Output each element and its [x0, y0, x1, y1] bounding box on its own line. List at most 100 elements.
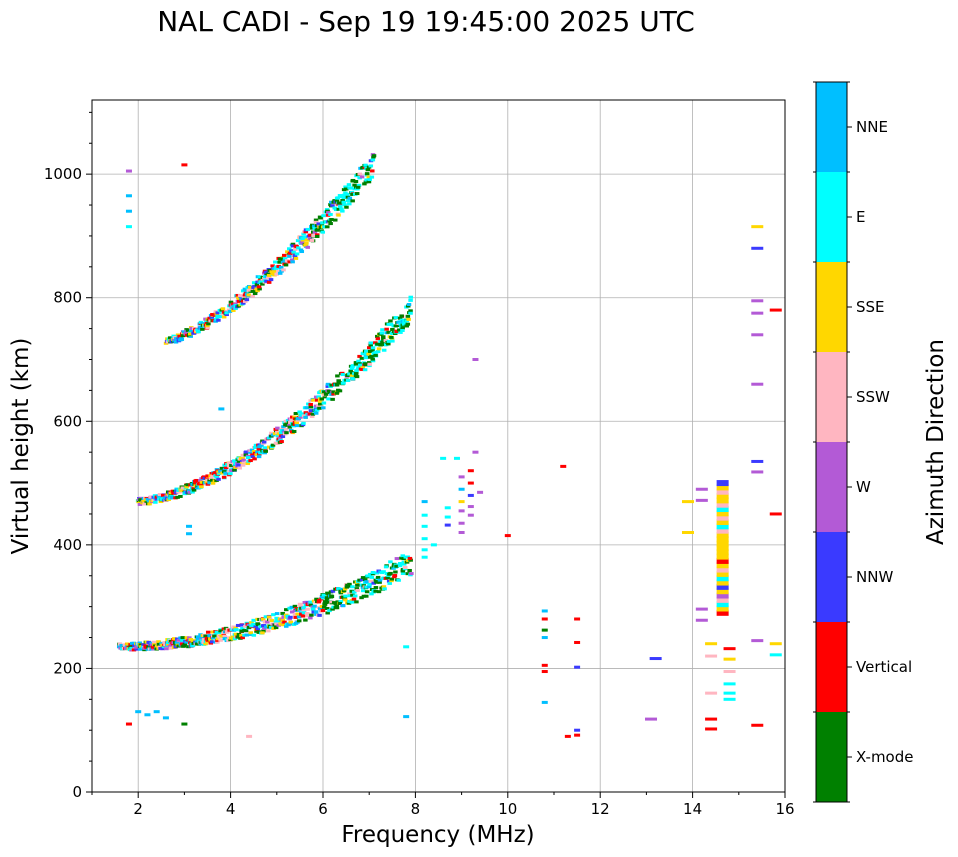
echo-point	[364, 590, 370, 594]
echo-point	[266, 436, 272, 440]
y-tick-label: 600	[53, 412, 82, 430]
echo-point	[458, 475, 465, 479]
echo-point	[317, 402, 323, 406]
echo-point	[285, 614, 290, 618]
echo-point	[285, 250, 290, 254]
echo-column-cell	[716, 596, 729, 603]
echo-point	[229, 463, 234, 467]
echo-point	[467, 481, 474, 485]
echo-point	[351, 597, 357, 601]
echo-point	[359, 356, 365, 360]
echo-point	[560, 464, 567, 468]
echo-point	[386, 330, 391, 334]
echo-point	[389, 577, 395, 581]
echo-point	[361, 594, 367, 598]
echo-point	[368, 579, 374, 583]
echo-point	[467, 505, 474, 509]
echo-point	[330, 607, 335, 611]
echo-point	[266, 615, 272, 619]
echo-point	[190, 490, 195, 494]
echo-point	[393, 316, 399, 320]
echo-point	[359, 596, 364, 600]
echo-point	[276, 432, 282, 436]
echo-point	[241, 295, 247, 299]
echo-point	[364, 594, 369, 598]
echo-point	[289, 610, 295, 614]
echo-point	[392, 574, 398, 578]
echo-point	[176, 644, 181, 648]
echo-column-cell	[716, 549, 729, 556]
echo-point	[352, 590, 357, 594]
echo-point	[296, 246, 301, 250]
echo-point	[332, 206, 337, 210]
echo-point	[151, 647, 156, 651]
echo-point	[234, 628, 239, 632]
echo-point	[292, 254, 298, 258]
echo-point	[187, 636, 192, 640]
echo-point	[213, 471, 218, 475]
echo-point	[125, 209, 132, 213]
echo-point	[396, 320, 401, 324]
echo-point	[305, 245, 311, 249]
echo-point	[265, 620, 270, 624]
echo-point	[305, 612, 310, 616]
echo-point	[288, 615, 293, 619]
echo-point	[295, 612, 300, 616]
echo-point	[369, 175, 375, 179]
echo-point	[263, 270, 269, 274]
echo-point	[252, 284, 257, 288]
echo-point	[458, 487, 465, 491]
echo-point	[348, 186, 354, 190]
echo-point	[250, 294, 255, 298]
echo-point	[390, 327, 395, 331]
echo-point	[342, 203, 347, 207]
echo-point	[119, 643, 124, 647]
echo-point	[367, 346, 372, 350]
echo-point	[253, 625, 258, 629]
echo-point	[261, 440, 267, 444]
echo-point	[181, 330, 187, 334]
echo-point	[298, 604, 303, 608]
echo-point	[574, 617, 581, 621]
echo-point	[254, 629, 259, 633]
echo-column-cell	[716, 510, 729, 517]
echo-point	[287, 424, 292, 428]
echo-point	[349, 600, 355, 604]
echo-point	[262, 276, 267, 280]
echo-point	[325, 384, 331, 388]
echo-point	[467, 469, 474, 473]
echo-point	[239, 629, 244, 633]
echo-point	[337, 205, 343, 209]
echo-point	[177, 334, 182, 338]
echo-point	[325, 611, 330, 615]
echo-point	[266, 272, 271, 276]
echo-point	[240, 453, 246, 457]
echo-point	[367, 582, 372, 586]
echo-point	[282, 259, 287, 263]
echo-point	[164, 494, 169, 498]
echo-point	[330, 397, 335, 401]
echo-point	[275, 434, 281, 438]
echo-point	[260, 617, 266, 621]
echo-point	[275, 266, 281, 270]
echo-point	[269, 619, 275, 623]
echo-point	[383, 565, 389, 569]
echo-point	[289, 417, 294, 421]
echo-point	[200, 322, 205, 326]
echo-point	[313, 220, 319, 224]
echo-point	[307, 412, 313, 416]
echo-point	[357, 363, 363, 367]
echo-point	[218, 638, 223, 642]
echo-column-cell	[716, 562, 729, 569]
echo-point	[323, 392, 329, 396]
echo-point	[723, 697, 736, 701]
echo-point	[199, 480, 205, 484]
echo-point	[397, 564, 403, 568]
echo-column-cell	[716, 527, 729, 534]
echo-column-cell	[716, 523, 729, 530]
echo-point	[751, 459, 764, 463]
echo-point	[278, 438, 283, 442]
echo-point	[233, 632, 239, 636]
echo-point	[175, 495, 180, 499]
chart-title: NAL CADI - Sep 19 19:45:00 2025 UTC	[157, 5, 695, 38]
